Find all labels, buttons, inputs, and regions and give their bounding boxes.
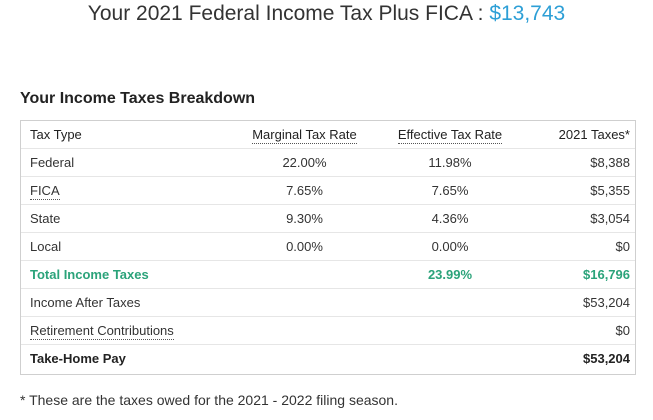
row-marginal: 22.00% <box>282 155 327 170</box>
total-label: Total Income Taxes <box>30 267 149 282</box>
take-home-value: $53,204 <box>583 351 630 366</box>
row-marginal: 9.30% <box>286 211 323 226</box>
row-effective: 4.36% <box>431 211 469 226</box>
header-tax-type: Tax Type <box>30 127 82 142</box>
row-type-fica-link[interactable]: FICA <box>30 177 60 205</box>
after-taxes-label: Income After Taxes <box>30 295 141 310</box>
headline-amount: $13,743 <box>489 2 566 25</box>
total-effective-rate: 23.99% <box>427 267 473 282</box>
row-type: Federal <box>30 155 75 170</box>
table-row-state: State 9.30% 4.36% $3,054 <box>21 205 635 233</box>
row-taxes: $5,355 <box>590 183 630 198</box>
row-effective: 7.65% <box>431 183 469 198</box>
income-taxes-table: Tax Type Marginal Tax Rate Effective Tax… <box>20 120 636 375</box>
table-row-income-after-taxes: Income After Taxes $53,204 <box>21 289 635 317</box>
row-type-fica-label[interactable]: FICA <box>30 183 60 200</box>
retirement-link[interactable]: Retirement Contributions <box>30 317 174 345</box>
footnote: * These are the taxes owed for the 2021 … <box>20 392 398 408</box>
retirement-value: $0 <box>615 323 630 338</box>
header-taxes: 2021 Taxes* <box>558 127 630 142</box>
table-row-fica: FICA 7.65% 7.65% $5,355 <box>21 177 635 205</box>
row-marginal: 0.00% <box>286 239 323 254</box>
table-row-federal: Federal 22.00% 11.98% $8,388 <box>21 149 635 177</box>
table-row-take-home-pay: Take-Home Pay $53,204 <box>21 345 635 373</box>
header-marginal-rate-label[interactable]: Marginal Tax Rate <box>252 127 357 144</box>
row-type: State <box>30 211 61 226</box>
take-home-label: Take-Home Pay <box>30 351 126 366</box>
row-taxes: $0 <box>615 239 630 254</box>
row-taxes: $3,054 <box>590 211 630 226</box>
row-effective: 11.98% <box>428 155 472 170</box>
table-row-retirement-contributions: Retirement Contributions $0 <box>21 317 635 345</box>
total-taxes: $16,796 <box>583 267 630 282</box>
table-header-row: Tax Type Marginal Tax Rate Effective Tax… <box>21 121 635 149</box>
header-marginal-rate[interactable]: Marginal Tax Rate <box>248 121 361 149</box>
row-marginal: 7.65% <box>286 183 323 198</box>
page-headline: Your 2021 Federal Income Tax Plus FICA :… <box>0 2 653 26</box>
header-effective-rate-label[interactable]: Effective Tax Rate <box>397 127 503 144</box>
row-type: Local <box>30 239 62 254</box>
section-title: Your Income Taxes Breakdown <box>20 90 256 107</box>
row-taxes: $8,388 <box>590 155 630 170</box>
table-row-total-income-taxes: Total Income Taxes 23.99% $16,796 <box>21 261 635 289</box>
retirement-label[interactable]: Retirement Contributions <box>30 323 174 340</box>
header-effective-rate[interactable]: Effective Tax Rate <box>393 121 507 149</box>
after-taxes-value: $53,204 <box>583 295 630 310</box>
table-row-local: Local 0.00% 0.00% $0 <box>21 233 635 261</box>
headline-text: Your 2021 Federal Income Tax Plus FICA : <box>87 2 484 25</box>
row-effective: 0.00% <box>431 239 469 254</box>
